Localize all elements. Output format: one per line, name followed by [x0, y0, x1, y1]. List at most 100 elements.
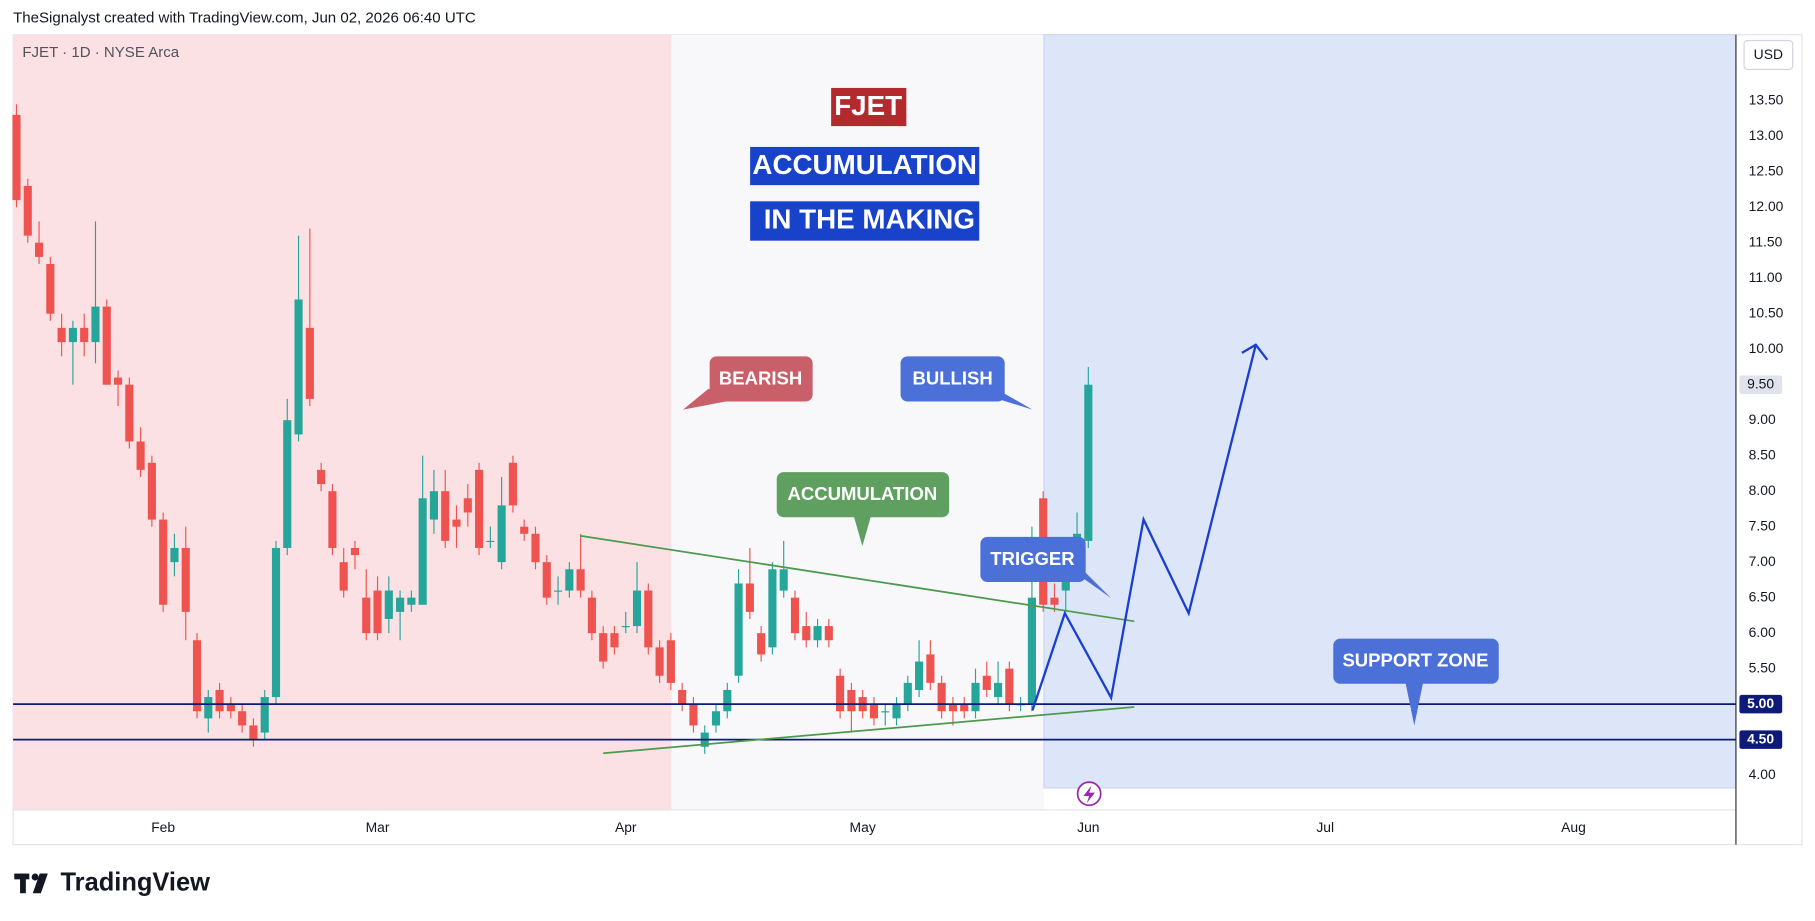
candle-body [12, 114, 21, 201]
candle-body [418, 498, 427, 605]
title-making: IN THE MAKING [764, 203, 975, 234]
currency: USD [1754, 46, 1783, 62]
bearish-zone [13, 34, 672, 810]
callouts: FJET ACCUMULATION IN THE MAKING BEARISH … [683, 87, 1499, 726]
candle-body [655, 647, 664, 676]
candle-body [971, 682, 980, 712]
callout-support: SUPPORT ZONE [1342, 650, 1488, 671]
candle-body [113, 377, 123, 385]
candle-body [170, 547, 179, 563]
candle-body [520, 526, 529, 534]
callout-tail [683, 388, 732, 410]
candle-body [328, 491, 337, 548]
candle-body [678, 689, 687, 705]
candle-body [757, 633, 766, 655]
callout-tail [1405, 680, 1424, 726]
y-tick-label: 5.50 [1749, 659, 1776, 675]
level-label: 4.50 [1747, 730, 1774, 746]
callout-tail [853, 513, 872, 547]
y-tick-label: 7.50 [1749, 517, 1776, 533]
candle-body [903, 682, 912, 705]
candle-body [294, 299, 303, 435]
y-tick-label: 13.50 [1749, 91, 1784, 107]
title-box [750, 201, 980, 241]
header-text: TheSignalyst created with TradingView.co… [13, 9, 476, 26]
candle-body [734, 583, 743, 676]
candle-body [46, 264, 55, 314]
candle-body [317, 469, 326, 485]
candle-body [362, 597, 371, 634]
candle-body [23, 185, 32, 236]
title-accumulation: ACCUMULATION [752, 149, 977, 180]
candle-body [441, 491, 450, 541]
candle-body [553, 590, 563, 592]
callout-box [1333, 638, 1499, 684]
candle-body [396, 597, 405, 612]
candle-body [599, 633, 608, 662]
candle-body [610, 633, 619, 648]
x-tick-label: Jun [1077, 819, 1099, 835]
level-label-box [1739, 694, 1783, 714]
y-tick-label: 11.00 [1749, 269, 1783, 285]
candle-body [824, 626, 833, 641]
candle-body [948, 704, 957, 712]
candle-body [204, 697, 213, 719]
callout-accumulation: ACCUMULATION [788, 483, 938, 504]
x-tick-label: May [850, 819, 876, 835]
candle-body [238, 711, 247, 726]
candle-body [790, 597, 800, 634]
level-label: 5.00 [1747, 695, 1774, 711]
candle-body [136, 441, 145, 470]
candle-body [587, 597, 596, 634]
candle-body [407, 597, 416, 605]
candle-body [271, 547, 281, 698]
x-tick-label: Aug [1561, 819, 1586, 835]
axes: 4.00 5.50 6.00 6.50 7.00 7.50 8.00 8.50 9.00 10.0… [151, 91, 1783, 835]
callout-trigger: TRIGGER [990, 548, 1074, 569]
candle-body [350, 547, 360, 556]
candle-body [373, 590, 382, 634]
candle-body [283, 420, 292, 548]
candle-body [745, 583, 754, 612]
candle-body [260, 697, 269, 733]
candle-body [1027, 597, 1036, 705]
event-icon [1076, 781, 1102, 807]
candle-body [576, 569, 585, 591]
candle-body [125, 384, 134, 442]
callout-box [900, 356, 1005, 402]
candle-body [1084, 384, 1093, 541]
candle-body [994, 682, 1003, 698]
candle-body [226, 704, 235, 712]
currency-box [1743, 39, 1794, 71]
candle-body [621, 626, 630, 628]
drawings [579, 343, 1269, 755]
candle-body [497, 505, 506, 563]
candle-body [429, 491, 439, 520]
candle-body [542, 562, 551, 598]
candle-body [666, 640, 675, 683]
candle-body [869, 704, 879, 719]
candle-body [305, 327, 314, 399]
y-tick-label: 6.00 [1749, 624, 1776, 640]
candle-body [711, 711, 721, 726]
callout-bullish: BULLISH [913, 367, 993, 388]
callout-box [709, 356, 813, 402]
y-tick-label: 8.50 [1749, 446, 1776, 462]
candle-body [847, 689, 856, 712]
candle-body [339, 562, 348, 591]
y-tick-label: 12.50 [1749, 162, 1784, 178]
candle-body [475, 469, 484, 548]
candle-body [892, 704, 901, 719]
callout-tail [1067, 566, 1112, 599]
y-tick-label: 12.00 [1749, 198, 1784, 214]
candle-body [1061, 576, 1070, 591]
y-tick-label: 9.00 [1749, 411, 1776, 427]
y-tick-label: 8.00 [1749, 482, 1776, 498]
y-tick-label: 6.50 [1749, 588, 1776, 604]
candle-body [463, 498, 472, 513]
projection-path [1031, 344, 1257, 711]
candle-body [215, 689, 224, 712]
candle-body [80, 327, 89, 343]
y-tick-label: 4.00 [1749, 766, 1776, 782]
